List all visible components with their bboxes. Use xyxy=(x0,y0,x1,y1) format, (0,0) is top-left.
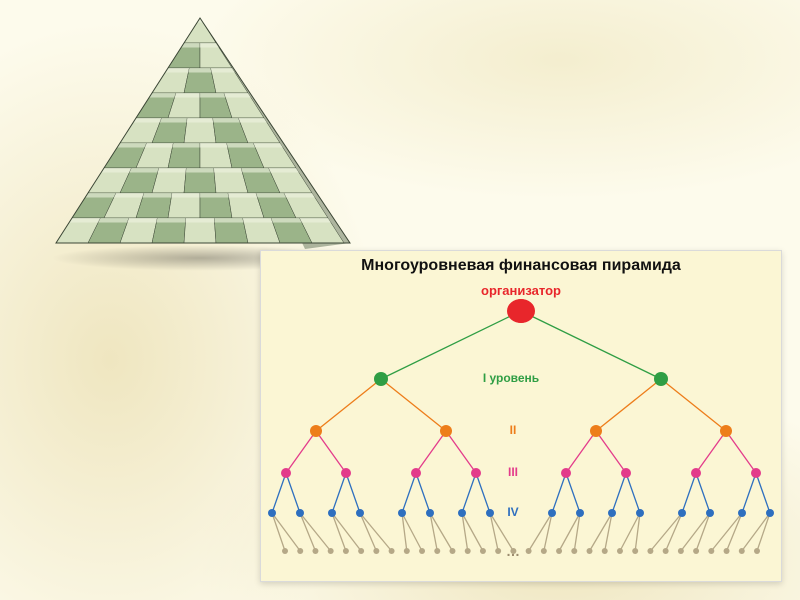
tree-diagram-svg xyxy=(261,251,781,581)
tree-diagram-card: Многоуровневая финансовая пирамида орган… xyxy=(260,250,782,582)
money-pyramid-svg xyxy=(40,8,360,263)
money-pyramid-figure xyxy=(40,8,360,263)
